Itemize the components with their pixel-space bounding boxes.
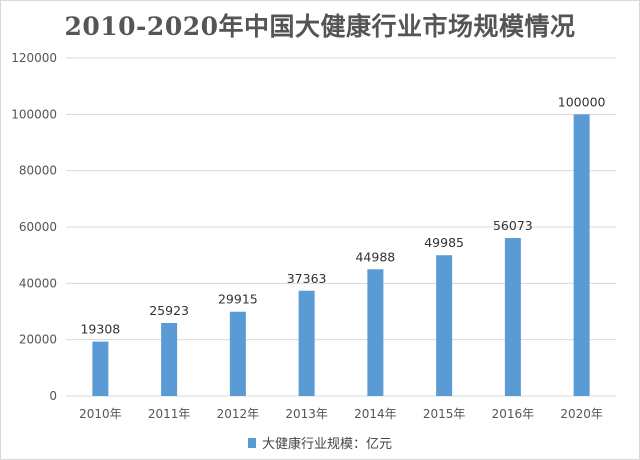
legend-swatch [247,437,256,448]
bar [504,238,521,396]
data-label: 37363 [287,271,327,286]
x-tick-label: 2014年 [354,407,397,421]
bar [298,290,315,396]
data-label: 25923 [149,303,189,318]
y-tick-label: 80000 [19,164,57,178]
x-tick-label: 2016年 [492,407,535,421]
y-tick-label: 20000 [19,333,57,347]
y-tick-label: 120000 [11,51,57,65]
x-tick-label: 2013年 [285,407,328,421]
bar [229,311,246,396]
legend: 大健康行业规模：亿元 [1,433,639,452]
bar [573,114,590,396]
data-label: 56073 [493,218,533,233]
x-tick-label: 2010年 [79,407,122,421]
bar [367,269,384,396]
legend-label: 大健康行业规模：亿元 [261,437,392,452]
data-label: 49985 [424,235,464,250]
y-tick-label: 0 [49,389,57,403]
y-tick-label: 60000 [19,220,57,234]
x-tick-label: 2020年 [560,407,603,421]
chart-title: 2010-2020年中国大健康行业市场规模情况 [64,12,576,41]
data-label: 100000 [558,94,606,109]
y-tick-label: 100000 [11,107,57,121]
data-label: 44988 [355,249,395,264]
bar [92,341,109,396]
x-tick-label: 2011年 [148,407,191,421]
data-label: 19308 [80,322,120,337]
data-label: 29915 [218,292,258,307]
x-tick-label: 2012年 [217,407,260,421]
x-tick-label: 2015年 [423,407,466,421]
bar [436,255,453,396]
bar [161,322,178,396]
y-tick-label: 40000 [19,276,57,290]
